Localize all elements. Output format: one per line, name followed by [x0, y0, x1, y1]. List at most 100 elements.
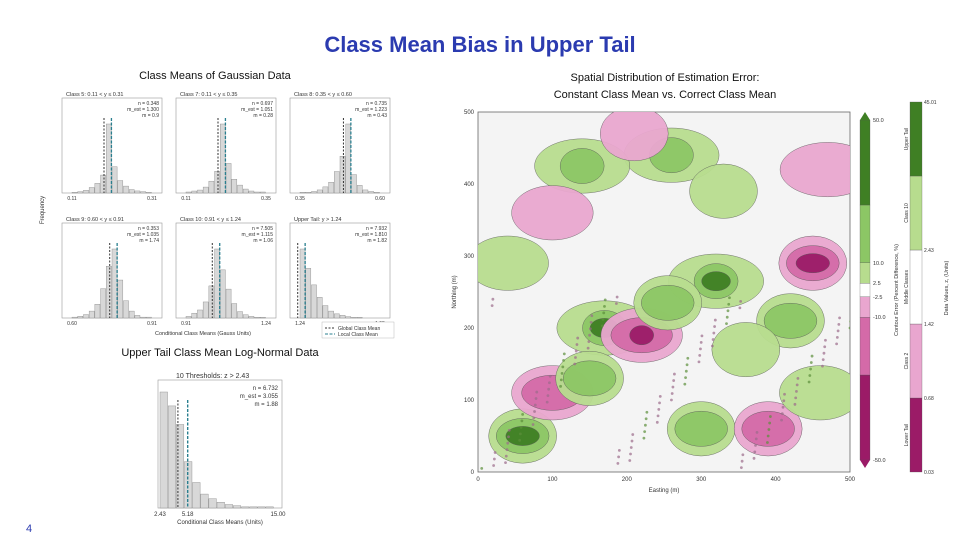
- histogram-bar: [368, 191, 374, 194]
- spatial-error-caption-line2: Constant Class Mean vs. Correct Class Me…: [553, 89, 777, 101]
- data-point: [698, 353, 702, 357]
- panel-x-tick: 15.00: [270, 512, 286, 518]
- data-point: [835, 335, 839, 339]
- panel-title: Class 7: 0.11 < y ≤ 0.35: [180, 92, 238, 98]
- histogram-bar: [140, 191, 146, 194]
- data-point: [630, 439, 634, 443]
- data-point: [561, 365, 565, 369]
- colorbar-label: Contour Error (Percent Difference, %): [894, 244, 900, 336]
- histogram-bar: [237, 184, 243, 194]
- histogram-bar: [299, 248, 306, 319]
- panel-x-tick: 1.24: [295, 321, 305, 327]
- histogram-bar: [214, 171, 220, 194]
- data-point: [796, 377, 800, 380]
- lognormal-caption: Upper Tail Class Mean Log-Normal Data: [121, 347, 319, 359]
- panel-x-tick: 0.60: [375, 196, 385, 202]
- data-point: [710, 344, 714, 348]
- histogram-bar: [185, 191, 192, 194]
- data-point: [615, 295, 619, 299]
- histogram-bar: [111, 248, 118, 319]
- data-point: [559, 384, 562, 388]
- data-point: [740, 459, 744, 463]
- panel-stat: n = 0.348: [138, 101, 159, 107]
- legend-local-label: Local Class Mean: [338, 332, 378, 338]
- panel-stat: m_est = 1.300: [127, 107, 159, 113]
- gaussian-histogram-grid: Frequency Class 5: 0.11 < y ≤ 0.31 n = 0.3…: [40, 92, 395, 339]
- panel-stat: n = 6.732: [253, 386, 279, 392]
- map-y-tick: 200: [464, 326, 475, 332]
- histogram-bar: [248, 190, 255, 194]
- data-point: [575, 343, 579, 346]
- class-name: Upper Tail: [904, 128, 910, 150]
- data-point: [546, 394, 550, 398]
- data-point: [835, 342, 839, 346]
- panel-x-tick: 0.91: [147, 321, 157, 327]
- data-point: [766, 441, 769, 444]
- data-point: [766, 434, 770, 438]
- class-tick: 0.68: [924, 396, 934, 402]
- colorbar-segment: [859, 374, 871, 461]
- histogram-bar: [100, 288, 106, 319]
- data-point: [700, 334, 704, 338]
- data-point: [783, 392, 786, 396]
- map-x-tick: 0: [476, 477, 480, 483]
- histogram-bar: [77, 191, 84, 194]
- panel-stat: n = 0.697: [252, 101, 273, 107]
- error-contour-region: [563, 360, 617, 397]
- histogram-bar: [242, 188, 249, 194]
- histogram-bar: [146, 192, 152, 194]
- data-point: [809, 367, 812, 371]
- histogram-bar: [305, 268, 312, 319]
- class-segment: [909, 323, 923, 399]
- histogram-bar: [94, 183, 101, 194]
- map-x-tick: 100: [547, 477, 558, 483]
- error-contour-region: [674, 410, 728, 447]
- histogram-bar: [117, 279, 124, 319]
- spatial-error-caption-line1: Spatial Distribution of Estimation Error…: [570, 72, 760, 84]
- panel-stat: m = 1.88: [254, 402, 278, 408]
- histogram-bar: [128, 310, 135, 319]
- histogram-bar: [83, 314, 89, 319]
- legend-frame: [321, 321, 395, 339]
- data-point: [821, 364, 824, 368]
- data-point: [492, 457, 496, 461]
- class-segment: [909, 101, 923, 177]
- panel-stat: m_est = 1.035: [127, 232, 159, 238]
- histogram-bar: [208, 498, 217, 509]
- class-name: Middle Classes: [904, 270, 910, 304]
- data-point: [794, 396, 798, 400]
- error-contour-region: [795, 253, 830, 273]
- data-point: [504, 454, 508, 458]
- data-point: [728, 296, 731, 300]
- histogram-bar: [299, 192, 306, 194]
- histogram-bar: [71, 316, 78, 319]
- data-point: [535, 390, 539, 394]
- data-point: [726, 309, 730, 313]
- histogram-bar: [111, 166, 118, 194]
- grid-y-axis-label: Frequency: [40, 196, 46, 224]
- colorbar-tick: 2.5: [873, 281, 881, 287]
- class-segment: [909, 249, 923, 325]
- histogram-bar: [208, 180, 215, 194]
- data-point: [725, 315, 729, 319]
- panel-stat: m_est = 1.115: [242, 232, 274, 238]
- data-point: [807, 380, 811, 384]
- data-point: [738, 306, 742, 310]
- histogram-bar: [197, 189, 203, 194]
- data-point: [741, 453, 745, 457]
- panel-stat: m_est = 1.810: [355, 232, 387, 238]
- histogram-bar: [241, 506, 250, 509]
- class-name: Lower Tail: [904, 424, 910, 446]
- histogram-bar: [351, 174, 357, 194]
- map-x-tick: 200: [622, 477, 633, 483]
- map-x-tick: 400: [771, 477, 782, 483]
- map-y-tick: 500: [464, 110, 475, 116]
- data-point: [795, 389, 798, 393]
- histogram-bar: [202, 186, 209, 194]
- colorbar-segment: [859, 204, 871, 263]
- panel-x-tick: 0.60: [67, 321, 77, 327]
- histogram-bar: [233, 505, 242, 509]
